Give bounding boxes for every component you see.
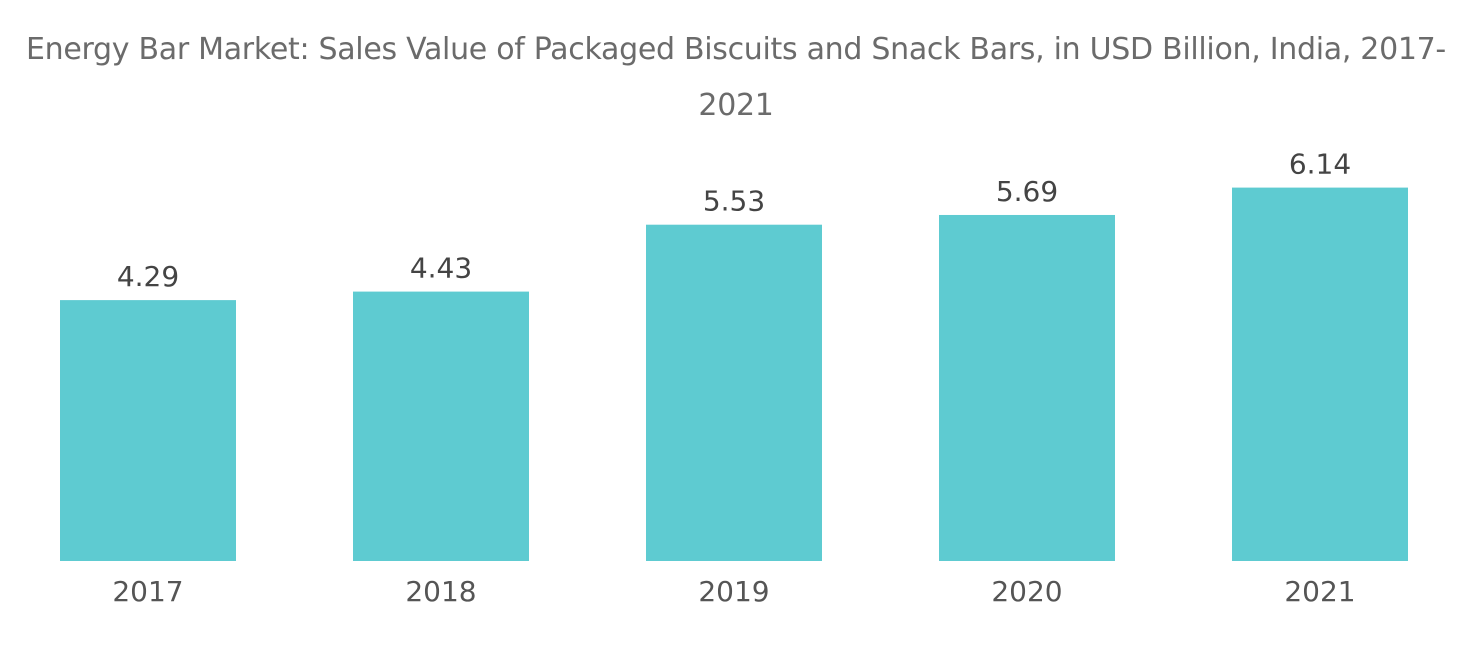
value-label-2018: 4.43	[410, 252, 472, 285]
x-axis-ticks: 2017 2018 2019 2020 2021	[112, 575, 1355, 608]
bar-2017	[60, 300, 236, 561]
x-tick-label-2018: 2018	[405, 575, 476, 608]
bar-2018	[353, 291, 529, 561]
bars-layer	[60, 187, 1408, 561]
bar-2019	[646, 224, 822, 561]
bar-2021	[1232, 187, 1408, 561]
x-tick-label-2020: 2020	[991, 575, 1062, 608]
bar-2020	[939, 214, 1115, 561]
value-label-2017: 4.29	[117, 260, 179, 293]
x-tick-label-2019: 2019	[698, 575, 769, 608]
chart-title: Energy Bar Market: Sales Value of Packag…	[26, 32, 1446, 123]
x-tick-label-2021: 2021	[1284, 575, 1355, 608]
x-tick-label-2017: 2017	[112, 575, 183, 608]
value-label-2019: 5.53	[703, 185, 765, 218]
value-label-2020: 5.69	[996, 175, 1058, 208]
value-label-2021: 6.14	[1289, 148, 1351, 181]
value-labels-layer: 4.29 4.43 5.53 5.69 6.14	[117, 148, 1351, 294]
